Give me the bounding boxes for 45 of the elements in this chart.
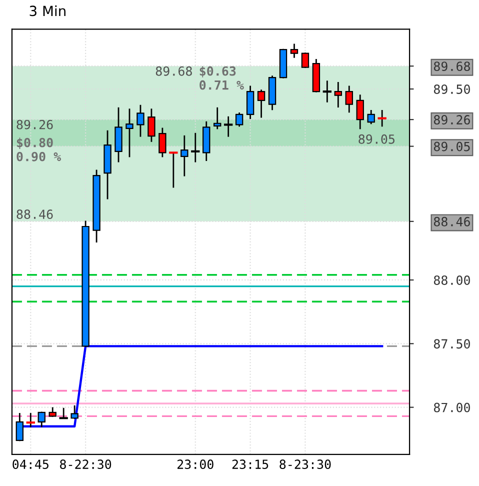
y-tick-label: 87.00	[434, 402, 470, 412]
y-tick-label: 89.26	[434, 115, 470, 125]
candlestick	[334, 82, 342, 108]
candlestick	[126, 108, 134, 158]
x-tick-label: 23:00	[178, 460, 214, 470]
candlestick	[367, 110, 375, 124]
candlestick	[246, 86, 254, 119]
candlestick	[38, 412, 46, 428]
x-tick-label: 8-23:30	[280, 460, 331, 470]
x-tick-label: 04:45	[12, 460, 48, 470]
candlestick	[224, 116, 233, 137]
candlestick	[70, 405, 78, 419]
candlestick	[26, 412, 35, 428]
annotation: 89.26	[16, 120, 53, 130]
y-tick-label: 88.00	[434, 275, 470, 285]
annotation: 88.46	[16, 210, 53, 219]
band-label: $0.63 0.71 %	[200, 66, 244, 90]
candlestick	[148, 108, 156, 142]
y-tick-label: 89.50	[434, 84, 470, 94]
y-tick-label: 89.05	[434, 142, 470, 152]
candlestick	[356, 94, 364, 130]
candlestick	[136, 104, 144, 137]
candlestick	[59, 408, 68, 420]
candlestick	[191, 132, 200, 162]
annotation: 89.68	[156, 66, 192, 76]
candlestick	[290, 44, 298, 58]
x-tick-label: 8-22:30	[60, 460, 112, 470]
candlestick	[322, 80, 332, 102]
y-tick-label: 88.46	[434, 216, 470, 226]
annotation: 89.05	[358, 134, 394, 144]
x-tick-label: 23:15	[232, 460, 268, 470]
chart-title: 3 Min	[30, 5, 66, 16]
candlestick	[345, 86, 353, 113]
band-label: $0.80 0.90 %	[16, 138, 62, 162]
candlestick	[301, 52, 310, 68]
candlestick	[158, 128, 166, 158]
candlestick	[257, 90, 266, 118]
y-tick-label: 87.50	[434, 339, 470, 349]
candlestick	[180, 135, 188, 176]
candlestick	[16, 412, 24, 442]
y-tick-label: 89.68	[434, 62, 470, 72]
candlestick	[169, 152, 178, 188]
candlestick	[235, 112, 244, 127]
candlestick	[378, 110, 386, 127]
candlestick	[214, 107, 222, 130]
